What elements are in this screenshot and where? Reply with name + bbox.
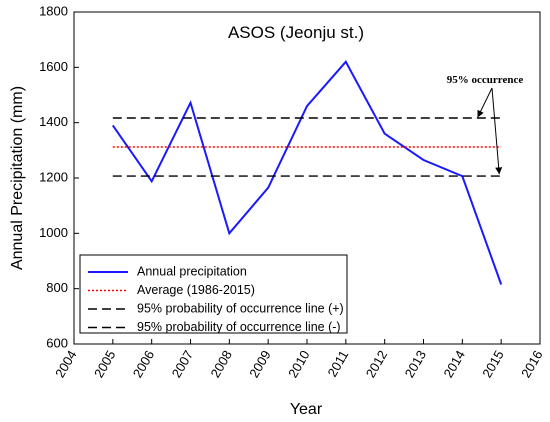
- y-tick-label-4: 1400: [39, 114, 68, 129]
- annotation-arrow-1: [491, 87, 503, 175]
- x-axis-title: Year: [290, 401, 323, 418]
- legend: Annual precipitation Average (1986-2015) 9…: [79, 254, 348, 334]
- y-axis-title: Annual Precipitation (mm): [9, 86, 26, 270]
- x-tick-label-6: 2010: [285, 348, 312, 381]
- occurrence-annotation: 95% occurrence: [447, 74, 524, 175]
- y-tick-label-2: 1000: [39, 225, 68, 240]
- series-lines: [111, 60, 503, 285]
- x-tick-label-8: 2012: [363, 348, 390, 381]
- x-tick-label-1: 2005: [91, 348, 118, 381]
- y-tick-label-5: 1600: [39, 59, 68, 74]
- x-tick-label-10: 2014: [440, 348, 467, 381]
- legend-label-1: Average (1986-2015): [137, 283, 255, 297]
- x-tick-label-9: 2013: [402, 348, 429, 381]
- legend-box: [79, 254, 348, 334]
- x-tick-label-4: 2008: [207, 348, 234, 381]
- legend-label-3: 95% probability of occurrence line (-): [137, 320, 341, 334]
- x-tick-label-3: 2007: [169, 348, 196, 381]
- legend-label-2: 95% probability of occurrence line (+): [137, 301, 344, 315]
- x-tick-label-7: 2011: [324, 348, 351, 380]
- occurrence-annotation-label: 95% occurrence: [447, 74, 524, 86]
- x-tick-label-2: 2006: [130, 348, 157, 381]
- legend-label-0: Annual precipitation: [137, 264, 247, 278]
- x-tick-label-11: 2015: [479, 348, 506, 381]
- series-line-0: [111, 60, 503, 285]
- y-tick-label-1: 800: [46, 280, 68, 295]
- annotation-arrow-0: [477, 87, 493, 118]
- x-tick-label-0: 2004: [52, 348, 79, 381]
- x-tick-label-12: 2016: [518, 348, 545, 381]
- y-tick-label-0: 600: [46, 335, 68, 350]
- x-tick-label-5: 2009: [246, 348, 273, 381]
- y-tick-label-6: 1800: [39, 3, 68, 18]
- y-tick-label-3: 1200: [39, 169, 68, 184]
- chart-title: ASOS (Jeonju st.): [228, 23, 364, 42]
